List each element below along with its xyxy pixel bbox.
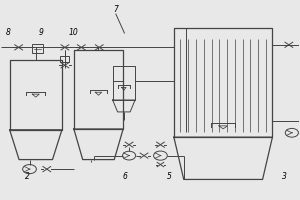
Text: 5: 5: [167, 172, 172, 181]
Text: 8: 8: [6, 28, 10, 37]
Text: 9: 9: [39, 28, 44, 37]
Text: 2: 2: [25, 172, 30, 181]
Bar: [60, 56, 69, 62]
Text: 6: 6: [122, 172, 127, 181]
Text: 10: 10: [69, 28, 79, 37]
Text: 3: 3: [282, 172, 287, 181]
Text: 7: 7: [113, 5, 118, 14]
Bar: [32, 44, 44, 53]
